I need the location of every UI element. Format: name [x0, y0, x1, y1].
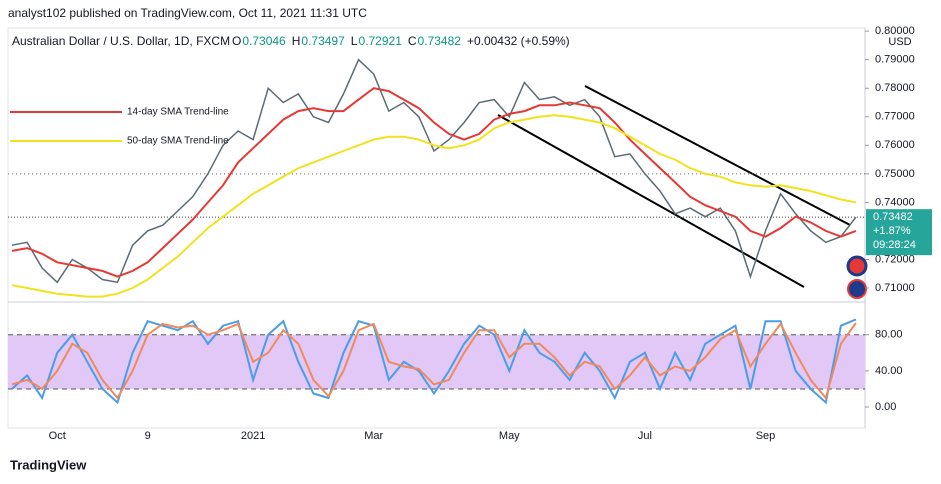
legend-label: 14-day SMA Trend-line — [127, 107, 229, 118]
y-tick-label: 0.80000 — [875, 25, 915, 37]
ohlc-item: C — [408, 34, 417, 48]
x-tick-label: Mar — [364, 430, 383, 442]
y-tick-label: 0.74000 — [875, 196, 915, 208]
y-tick-label: 0.72000 — [875, 253, 915, 265]
series-line — [11, 87, 857, 278]
x-tick-label: Sep — [756, 430, 776, 442]
y-tick-label: 0.00 — [875, 401, 896, 413]
flag-us — [846, 255, 868, 277]
ohlc: O 0.73046 H 0.73497 L 0.72921 C 0.73482 +0.00432… — [232, 34, 570, 48]
channel-upper — [584, 85, 851, 226]
ohlc-item: 0.72921 — [358, 34, 402, 48]
ohlc-item: 0.73497 — [301, 34, 345, 48]
y-tick-label: 0.75000 — [875, 168, 915, 180]
series-line — [11, 318, 857, 405]
legend-label: 50-day SMA Trend-line — [127, 136, 229, 147]
y-tick-label: 0.76000 — [875, 139, 915, 151]
x-tick-label: Oct — [49, 430, 66, 442]
x-tick-label: Jul — [638, 430, 652, 442]
ohlc-item: 0.73482 — [418, 34, 462, 48]
channel-lower — [497, 114, 805, 288]
y-tick-label: 0.78000 — [875, 82, 915, 94]
y-tick-label: 0.77000 — [875, 111, 915, 123]
flag-au — [847, 279, 867, 299]
ohlc-item: 0.73046 — [242, 34, 286, 48]
x-tick-label: 2021 — [241, 430, 265, 442]
series-line — [11, 322, 857, 401]
y-tick-label: 80.00 — [875, 329, 903, 341]
currency: USD — [888, 36, 911, 48]
last-change: +1.87% — [873, 225, 911, 237]
ohlc-item: H — [292, 34, 301, 48]
last-price-box — [866, 209, 932, 256]
footer-logo: TradingView — [10, 457, 87, 472]
ohlc-item: +0.00432 (+0.59%) — [467, 34, 570, 48]
published-line: analyst102 published on TradingView.com,… — [8, 6, 367, 20]
ohlc-item: L — [351, 34, 358, 48]
y-tick-label: 40.00 — [875, 365, 903, 377]
y-tick-label: 0.79000 — [875, 54, 915, 66]
x-tick-label: May — [499, 430, 520, 442]
last-price: 0.73482 — [873, 211, 913, 223]
stoch-band — [8, 334, 865, 389]
x-tick-label: 9 — [145, 430, 151, 442]
countdown: 09:28:24 — [873, 239, 916, 251]
y-tick-label: 0.71000 — [875, 282, 915, 294]
series-line — [11, 114, 857, 298]
ohlc-item: O — [232, 34, 241, 48]
symbol: Australian Dollar / U.S. Dollar, 1D, FXC… — [12, 34, 230, 48]
price-line — [11, 58, 857, 284]
